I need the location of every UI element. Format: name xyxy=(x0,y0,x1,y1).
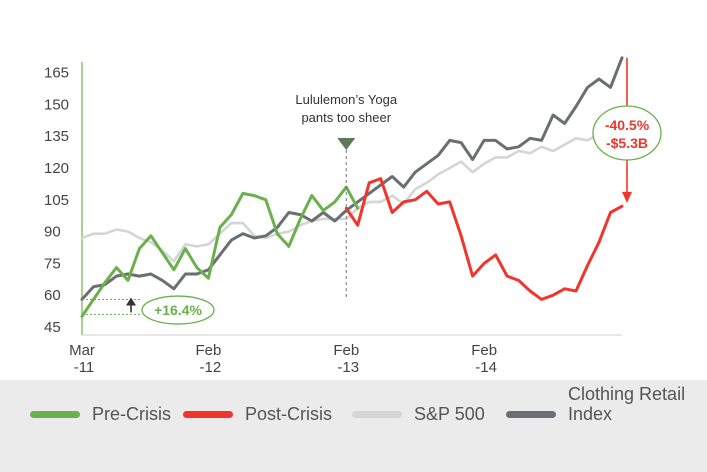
legend-item-post-crisis: Post-Crisis xyxy=(183,404,332,424)
event-annotation-line1: Lululemon’s Yoga xyxy=(295,92,397,107)
y-tick-label: 135 xyxy=(44,128,69,145)
x-tick-label-year: -11 xyxy=(74,359,95,376)
legend-swatch-pre-crisis xyxy=(30,410,80,418)
x-tick-label-month: Mar xyxy=(69,342,95,359)
legend-label-pre-crisis: Pre-Crisis xyxy=(92,404,171,424)
gain-callout-label: +16.4% xyxy=(154,302,202,318)
legend-swatch-clothing-retail xyxy=(506,410,556,418)
legend-label-clothing-retail-line2: Index xyxy=(568,404,613,424)
x-tick-label-month: Feb xyxy=(195,342,221,359)
loss-callout-line1: -40.5% xyxy=(605,117,650,133)
series-lines xyxy=(80,56,624,318)
series-line-pre-crisis xyxy=(80,185,360,318)
x-tick-label-year: -12 xyxy=(200,359,222,376)
x-tick-label-month: Feb xyxy=(471,342,497,359)
y-tick-label: 150 xyxy=(44,96,69,113)
legend-item-pre-crisis: Pre-Crisis xyxy=(30,404,171,424)
legend-swatch-sp500 xyxy=(352,410,402,418)
legend-label-sp500: S&P 500 xyxy=(414,404,485,424)
x-tick-label-year: -13 xyxy=(337,359,359,376)
gain-arrow-up-icon xyxy=(126,297,136,306)
legend: Pre-Crisis Post-Crisis S&P 500 Clothing … xyxy=(0,380,707,472)
annotations: Lululemon’s Yoga pants too sheer +16.4% -40… xyxy=(82,57,662,325)
y-tick-label: 105 xyxy=(44,192,69,209)
x-tick-label-month: Feb xyxy=(333,342,359,359)
legend-item-clothing-retail: Clothing Retail Index xyxy=(506,384,685,424)
legend-item-sp500: S&P 500 xyxy=(352,404,485,424)
series-line-post-crisis xyxy=(344,177,624,301)
legend-label-clothing-retail-line1: Clothing Retail xyxy=(568,384,686,404)
event-annotation-line2: pants too sheer xyxy=(301,110,391,125)
loss-arrow-down-icon xyxy=(622,191,632,203)
y-tick-label: 75 xyxy=(44,255,61,272)
y-tick-label: 45 xyxy=(44,319,61,336)
y-tick-label: 120 xyxy=(44,160,69,177)
legend-label-clothing-retail: Clothing Retail Index xyxy=(568,384,685,424)
legend-swatch-post-crisis xyxy=(183,410,233,418)
y-tick-label: 90 xyxy=(44,224,61,241)
x-tick-label-year: -14 xyxy=(475,359,497,376)
series-line-sp500 xyxy=(80,128,624,263)
series-line-clothing-retail xyxy=(80,56,624,301)
loss-callout-bubble xyxy=(592,105,662,161)
legend-label-post-crisis: Post-Crisis xyxy=(245,404,333,424)
event-marker-triangle-icon xyxy=(337,138,356,150)
loss-callout-line2: -$5.3B xyxy=(606,135,648,151)
y-tick-label: 60 xyxy=(44,287,61,304)
y-tick-label: 165 xyxy=(44,65,69,82)
gain-callout-bubble xyxy=(141,295,215,325)
y-axis: 45 60 75 90 105 120 135 150 165 xyxy=(44,62,83,336)
